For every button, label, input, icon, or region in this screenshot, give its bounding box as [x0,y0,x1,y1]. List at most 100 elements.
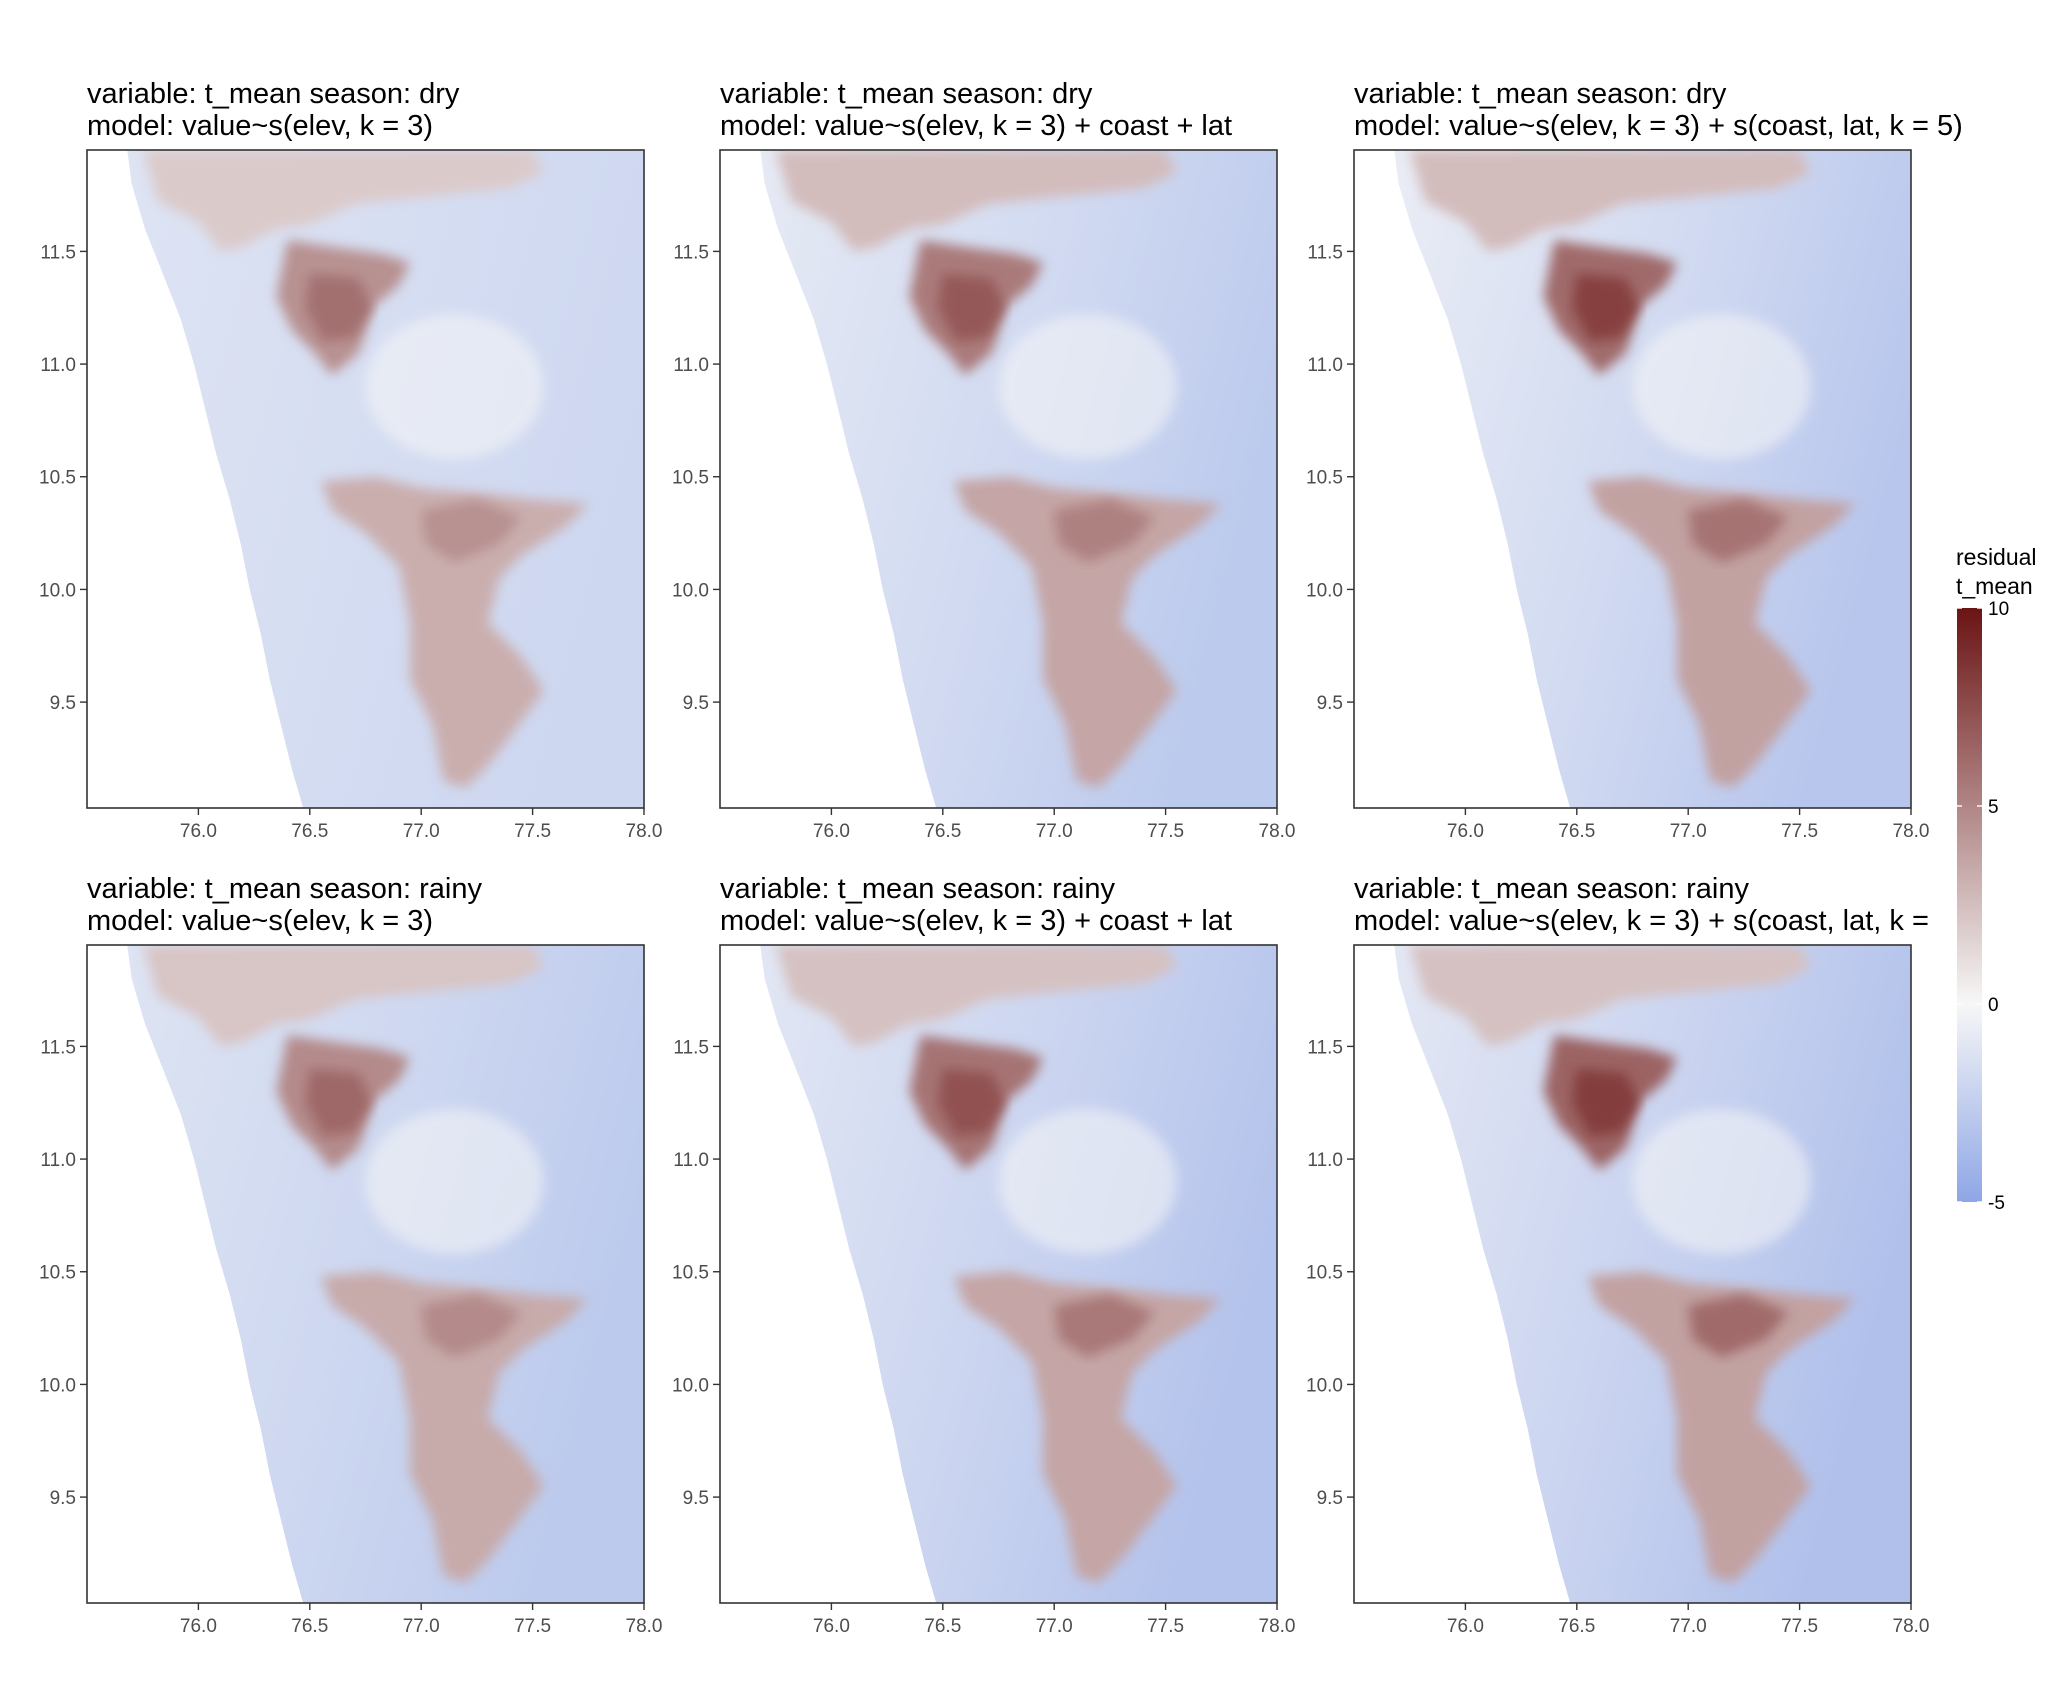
panel-title-variable: variable: t_mean season: rainy [87,873,482,905]
y-tick-label: 9.5 [683,1488,709,1509]
sea-no-data [1354,150,1571,808]
panel-title-variable: variable: t_mean season: dry [1354,78,1727,110]
x-tick-label: 78.0 [626,821,663,842]
panel-title-model: model: value~s(elev, k = 3) + s(coast, l… [1354,110,1963,142]
panel-title-model: model: value~s(elev, k = 3) + coast + la… [720,905,1232,937]
panel-border [1353,944,1912,1604]
y-tick-label: 11.5 [40,1037,76,1058]
southern-peak-residual [1054,1294,1155,1358]
y-tick-label: 10.0 [1306,1375,1343,1396]
panel-raster [720,150,1277,808]
x-tick-label: 76.0 [1447,1616,1484,1637]
x-tick-label: 77.0 [403,821,440,842]
x-tick-label: 78.0 [1259,1616,1296,1637]
sea-no-data [720,945,937,1603]
nilgiri-peak-residual [1572,1068,1640,1137]
x-tick-label: 76.0 [813,821,850,842]
southern-ghats-residual [320,476,589,788]
sea-no-data [1354,945,1571,1603]
x-tick-label: 76.0 [180,821,217,842]
southern-ghats-residual [953,1271,1222,1583]
panel-raster [1354,150,1911,808]
y-tick-label: 9.5 [50,1488,76,1509]
y-tick-label: 11.5 [673,242,709,263]
neutral-zone [998,314,1177,459]
southern-peak-residual [1054,499,1155,563]
x-tick-label: 78.0 [1893,821,1930,842]
y-tick-label: 11.5 [40,242,76,263]
x-tick-label: 78.0 [1259,821,1296,842]
y-tick-label: 10.0 [1306,580,1343,601]
southern-ghats-residual [320,1271,589,1583]
nilgiri-peak-residual [938,1068,1006,1137]
x-tick-label: 76.5 [1558,1616,1595,1637]
southern-peak-residual [1688,1294,1789,1358]
panel-title-variable: variable: t_mean season: rainy [1354,873,1749,905]
y-tick-label: 9.5 [683,693,709,714]
northern-plateau-residual [142,945,544,1047]
panel-raster [87,945,644,1603]
sea-no-data [720,150,937,808]
panel-border [86,944,645,1604]
x-tick-label: 76.5 [1558,821,1595,842]
neutral-zone [1632,314,1811,459]
panel-title-variable: variable: t_mean season: dry [720,78,1093,110]
northern-plateau-residual [1409,150,1811,252]
y-tick-label: 10.5 [672,1263,709,1284]
southern-ghats-residual [1587,1271,1856,1583]
nilgiri-peak-residual [1572,273,1640,342]
x-tick-label: 78.0 [626,1616,663,1637]
panel-border [1353,149,1912,809]
northern-plateau-residual [1409,945,1811,1047]
neutral-zone [1632,1109,1811,1254]
neutral-zone [365,314,544,459]
southern-peak-residual [421,499,522,563]
y-tick-label: 9.5 [1317,1488,1343,1509]
northern-plateau-residual [142,150,544,252]
x-tick-label: 76.5 [291,821,328,842]
color-legend: residual t_mean 10 5 0 -5 [1956,544,2037,1214]
x-tick-label: 77.5 [1147,1616,1184,1637]
panel-raster [1354,945,1911,1603]
panel-title-model: model: value~s(elev, k = 3) + s(coast, l… [1354,905,1929,937]
y-tick-label: 9.5 [50,693,76,714]
y-tick-label: 11.0 [1307,1150,1343,1171]
legend-colorbar [1957,608,1982,1202]
y-tick-label: 11.0 [673,355,709,376]
x-tick-label: 77.0 [1670,821,1707,842]
y-tick-label: 10.5 [1306,1263,1343,1284]
panel-title-model: model: value~s(elev, k = 3) [87,905,433,937]
panel-border [719,944,1278,1604]
x-tick-label: 77.5 [514,821,551,842]
sea-no-data [87,150,304,808]
y-tick-label: 10.5 [39,468,76,489]
southern-peak-residual [1688,499,1789,563]
x-tick-label: 77.0 [403,1616,440,1637]
x-tick-label: 77.0 [1036,821,1073,842]
legend-tick-label: -5 [1988,1193,2005,1214]
panel-title-model: model: value~s(elev, k = 3) + coast + la… [720,110,1232,142]
x-tick-label: 77.5 [1781,1616,1818,1637]
legend-tick-label: 10 [1988,599,2009,620]
legend-tick-label: 0 [1988,995,1999,1016]
southern-ghats-residual [1587,476,1856,788]
y-tick-label: 11.5 [1307,1037,1343,1058]
y-tick-label: 11.0 [1307,355,1343,376]
nilgiri-peak-residual [305,1068,373,1137]
y-tick-label: 10.0 [672,580,709,601]
x-tick-label: 76.5 [291,1616,328,1637]
northern-plateau-residual [775,945,1177,1047]
y-tick-label: 11.0 [40,1150,76,1171]
x-tick-label: 77.0 [1036,1616,1073,1637]
y-tick-label: 10.0 [672,1375,709,1396]
southern-ghats-residual [953,476,1222,788]
panel-title-variable: variable: t_mean season: dry [87,78,460,110]
legend-title-line2: t_mean [1956,573,2033,599]
x-tick-label: 76.0 [813,1616,850,1637]
